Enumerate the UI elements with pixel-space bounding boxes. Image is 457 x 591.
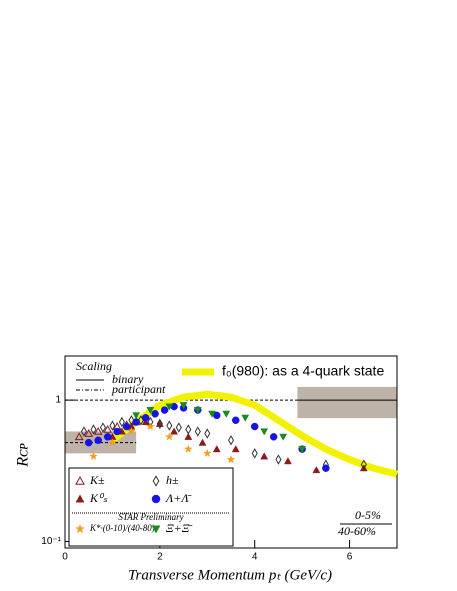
marker — [94, 436, 102, 445]
legend-label: K*·(0-10)/(40-80) — [89, 523, 155, 533]
marker — [165, 403, 174, 411]
marker — [231, 416, 240, 425]
marker — [132, 418, 140, 426]
legend-label: h± — [166, 473, 179, 487]
marker — [175, 422, 182, 433]
marker — [194, 426, 201, 437]
marker — [283, 457, 292, 465]
legend-marker — [75, 475, 85, 485]
marker — [89, 451, 98, 461]
centrality-top: 0-5% — [355, 508, 381, 522]
marker — [160, 406, 169, 414]
norm-box — [297, 386, 397, 419]
marker — [212, 445, 221, 453]
y-tick-label: 1 — [55, 395, 61, 406]
centrality-bottom: 40-60% — [338, 524, 376, 538]
marker — [227, 435, 235, 446]
marker — [204, 428, 211, 439]
marker — [322, 464, 330, 472]
marker — [251, 448, 258, 459]
marker — [164, 432, 174, 441]
legend-label: binary — [112, 372, 144, 386]
legend-note: STAR Preliminary — [118, 512, 183, 522]
legend-label: f₀(980): as a 4-quark state — [222, 363, 384, 379]
marker — [146, 421, 155, 431]
y-axis-label: Rᴄᴘ — [15, 443, 32, 468]
legend-box — [68, 467, 234, 547]
marker — [99, 422, 106, 433]
marker — [93, 426, 103, 435]
marker — [103, 424, 113, 433]
f0-curve — [110, 390, 398, 478]
marker — [185, 424, 192, 435]
marker — [198, 438, 207, 446]
marker — [179, 402, 188, 410]
marker — [156, 418, 163, 429]
marker — [260, 452, 269, 460]
marker — [360, 459, 367, 470]
legend-title: Scaling — [76, 359, 112, 373]
marker — [222, 410, 231, 418]
marker — [193, 407, 202, 415]
marker — [132, 412, 141, 420]
marker — [170, 427, 179, 435]
marker — [141, 417, 150, 426]
marker — [241, 414, 250, 422]
legend-label: K± — [89, 473, 105, 487]
x-axis-label: Transverse Momentum pₜ (GeV/c) — [128, 567, 332, 583]
legend-marker — [151, 525, 161, 534]
marker — [109, 420, 116, 431]
x-tick-label: 2 — [157, 552, 163, 563]
marker — [80, 426, 88, 437]
plot-frame — [64, 355, 398, 549]
marker — [146, 407, 155, 415]
marker — [108, 438, 117, 447]
x-tick-label: 6 — [347, 552, 353, 563]
y-tick-label: 10⁻¹ — [41, 536, 61, 547]
marker — [166, 420, 173, 431]
x-tick-label: 4 — [252, 552, 258, 563]
legend-marker — [75, 494, 85, 503]
legend-marker — [152, 475, 160, 487]
marker — [118, 416, 125, 428]
marker — [269, 433, 278, 441]
legend-label: Ξ+Ξ̄ — [166, 521, 192, 535]
marker — [84, 438, 93, 447]
marker — [202, 448, 212, 458]
marker — [312, 466, 321, 474]
marker — [122, 422, 131, 431]
marker — [90, 424, 97, 435]
marker — [113, 427, 121, 436]
legend-marker — [151, 494, 161, 504]
marker — [279, 433, 288, 441]
marker — [151, 410, 159, 418]
marker — [127, 426, 136, 436]
marker — [298, 446, 307, 454]
x-tick-label: 0 — [62, 552, 68, 563]
marker — [226, 454, 236, 464]
marker — [128, 415, 135, 426]
marker — [84, 429, 94, 437]
marker — [208, 410, 216, 418]
marker — [141, 414, 150, 422]
marker — [260, 428, 269, 436]
marker — [74, 432, 84, 441]
marker — [184, 432, 193, 440]
legend-label: K⁰ₛ — [89, 491, 108, 505]
legend-label: participant — [111, 382, 166, 396]
marker — [103, 433, 112, 441]
legend-label: Λ+Λ̄ — [165, 491, 192, 505]
marker — [275, 454, 282, 465]
marker — [183, 444, 193, 453]
marker — [231, 445, 240, 453]
marker — [250, 422, 259, 431]
legend-marker — [75, 523, 85, 534]
